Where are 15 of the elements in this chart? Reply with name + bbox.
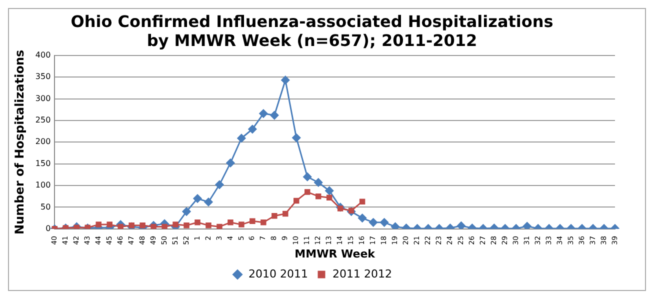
y-axis-title: Number of Hospitalizations <box>12 50 26 234</box>
y-tick-label: 100 <box>35 180 51 190</box>
y-tick-label: 50 <box>40 202 51 212</box>
y-tick-label: 200 <box>35 137 51 146</box>
x-axis-title: MMWR Week <box>294 247 376 260</box>
y-tick-label: 250 <box>35 116 51 125</box>
y-tick-label: 300 <box>35 94 51 103</box>
legend-label: 2010 2011 <box>248 267 308 280</box>
y-tick-label: 150 <box>35 158 51 168</box>
text: by MMWR Week (n=657); 2011-2012 <box>146 30 478 50</box>
y-tick-label: 400 <box>35 50 51 60</box>
text: Ohio Confirmed Influenza-associated Hospitalizations <box>70 12 554 31</box>
legend-label: 2011 2012 <box>332 267 392 280</box>
y-tick-label: 350 <box>35 72 51 82</box>
y-tick-label: 0 <box>46 224 51 233</box>
